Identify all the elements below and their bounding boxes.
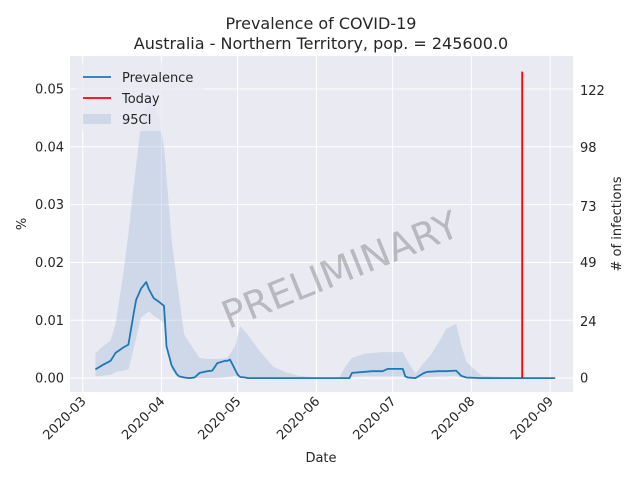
legend: Prevalence Today 95CI — [76, 63, 204, 131]
legend-swatch-95ci — [83, 114, 111, 124]
y-tick-label: 0.05 — [35, 82, 64, 97]
y-right-tick-label: 0 — [580, 372, 588, 387]
y-axis-right: 0 24 49 73 98 122 — [580, 84, 605, 386]
y-tick-label: 0.00 — [35, 372, 64, 387]
y-tick-label: 0.01 — [35, 314, 64, 329]
y-axis-left: 0.00 0.01 0.02 0.03 0.04 0.05 — [35, 82, 64, 386]
y-tick-label: 0.02 — [35, 256, 64, 271]
y-axis-label-right: # of infections — [610, 176, 625, 271]
legend-label-prevalence: Prevalence — [122, 71, 193, 86]
prevalence-line — [94, 281, 556, 380]
chart-subtitle: Australia - Northern Territory, pop. = 2… — [134, 34, 508, 53]
series-lines — [94, 71, 556, 380]
y-right-tick-label: 98 — [580, 141, 597, 156]
legend-label-95ci: 95CI — [122, 113, 151, 128]
y-right-tick-label: 122 — [580, 84, 605, 99]
legend-box — [76, 63, 204, 131]
x-axis-label: Date — [305, 451, 336, 466]
y-right-tick-label: 49 — [580, 256, 597, 271]
legend-label-today: Today — [121, 92, 160, 107]
y-tick-label: 0.04 — [35, 140, 64, 155]
chart-title: Prevalence of COVID-19 — [226, 14, 417, 33]
y-right-tick-label: 73 — [580, 200, 597, 215]
y-axis-label-left: % — [15, 218, 30, 230]
y-tick-label: 0.03 — [35, 198, 64, 213]
y-right-tick-label: 24 — [580, 315, 597, 330]
